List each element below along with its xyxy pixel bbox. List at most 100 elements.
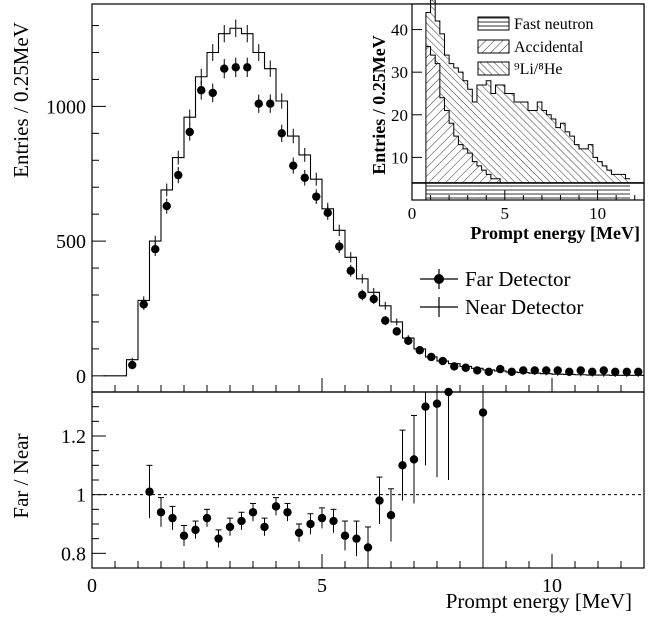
inset-li-he-bar [472,102,477,162]
x-tick-label: 0 [87,575,97,597]
inset-li-he-bar [435,21,440,64]
inset-li-he-bar [458,72,464,145]
inset-li-he-bar [616,174,621,183]
far-detector-point [599,366,608,375]
inset-fast-neutron-bar [597,182,603,200]
far-detector-point [139,300,148,309]
inset-fast-neutron-bar [463,182,468,200]
main-y-axis-label: Entries / 0.25MeV [9,22,33,178]
ratio-point [398,461,407,470]
far-detector-point [588,367,597,376]
ratio-point [168,513,177,523]
inset-li-he-bar [588,144,593,183]
far-detector-point [622,367,631,376]
legend-far-marker [434,274,444,284]
inset-fast-neutron-bar [620,182,626,200]
inset-li-he-bar [620,174,626,183]
far-detector-point [553,366,562,375]
inset-fast-neutron-bar [606,182,612,200]
inset-li-he-bar [555,127,561,183]
ratio-point [306,519,315,529]
main-legend: Far Detector Near Detector [420,267,583,319]
inset-li-he-bar [481,84,487,171]
legend-far-label: Far Detector [465,267,571,291]
far-detector-point [542,366,551,375]
inset-fast-neutron-bar [467,182,473,200]
inset-li-he-bar [528,110,533,183]
inset-x-tick-label: 0 [408,204,417,223]
far-detector-point [346,266,355,275]
inset-li-he-bar [537,102,542,183]
inset-fast-neutron-bar [504,182,510,200]
inset-li-he-bar [625,178,631,183]
inset-li-he-bar [611,174,617,183]
inset-li-he-bar [495,84,501,179]
inset-fast-neutron-bar [560,182,566,200]
main-y-tick-label: 0 [76,366,86,388]
inset-li-he-bar [467,89,473,154]
inset-li-he-bar [560,123,566,183]
far-detector-point [220,64,229,73]
inset-fast-neutron-bar [551,182,556,200]
x-axis-label: Prompt energy [MeV] [446,589,632,613]
far-detector-point [335,242,344,251]
inset-fast-neutron-bar [472,182,477,200]
inset-fast-neutron-bar [579,182,584,200]
inset-li-he-bar [546,114,552,183]
inset-accidental-bar [472,161,477,183]
inset-li-he-bar [504,93,510,183]
inset-legend: Fast neutron Accidental ⁹Li/⁸He [477,16,594,78]
inset-fast-neutron-bar [616,182,621,200]
inset-fast-neutron-bar [625,182,631,200]
x-tick-label: 5 [317,575,327,597]
ratio-point [248,508,258,517]
inset-x-axis-label: Prompt energy [MeV] [470,223,640,243]
x-tick-label: 10 [542,575,562,597]
ratio-point [317,513,327,523]
far-detector-point [565,367,574,376]
ratio-point [156,508,166,517]
far-detector-point [427,352,436,362]
inset-li-he-bar [444,55,450,111]
far-detector-point [576,366,585,375]
ratio-point [478,408,488,417]
inset-accidental-bar [453,136,459,183]
inset-panel: 10 20 30 40 0 5 10 Entries / 0.25MeV Prompt e… [369,0,645,243]
ratio-points [145,387,488,568]
ratio-point [283,508,292,517]
ratio-panel: 0.8 1 1.2 0 5 10 Far / Near Prompt energy [M… [9,387,645,613]
ratio-point [340,531,350,540]
far-detector-point [323,208,332,218]
far-detector-point [611,367,620,376]
ratio-point [214,534,223,543]
inset-fast-neutron-bar [509,182,515,200]
inset-li-he-bar [518,102,524,183]
inset-fast-neutron-bar [555,182,561,200]
far-detector-point [312,192,321,201]
inset-fast-neutron-bar [476,182,482,200]
inset-fast-neutron-bar [583,182,589,200]
ratio-point [225,522,235,532]
inset-li-he-bar [490,93,496,179]
inset-plot-frame [411,3,645,201]
inset-y-tick-label: 40 [391,21,408,40]
inset-fast-neutron-bar [528,182,533,200]
ratio-point [409,455,419,464]
inset-li-he-bar [551,119,556,183]
inset-accidental-bar [425,46,431,183]
inset-fast-neutron-bar [602,182,607,200]
far-detector-point [289,161,298,170]
inset-accidental-bar [449,123,454,183]
ratio-point [271,502,281,511]
inset-x-tick-label: 10 [589,204,606,223]
inset-li-he-bar [425,12,431,47]
far-detector-point [185,127,194,137]
inset-accidental-bar [467,153,473,183]
inset-li-he-bar [453,67,459,137]
far-detector-point [369,294,378,304]
ratio-point [179,531,189,540]
inset-accidental-bar [435,63,440,183]
inset-fast-neutron-bar [458,182,464,200]
ratio-point [237,516,246,526]
